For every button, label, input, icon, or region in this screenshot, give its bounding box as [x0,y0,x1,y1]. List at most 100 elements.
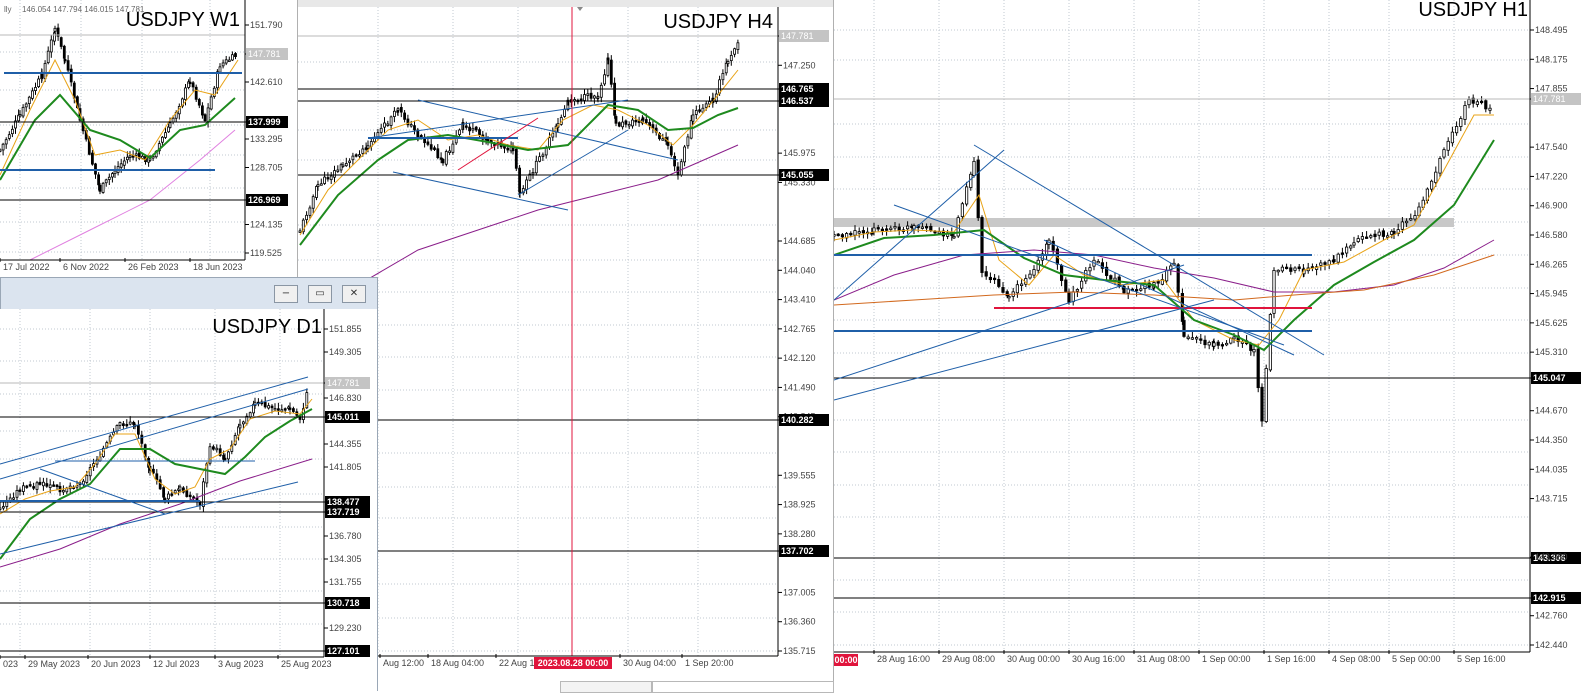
chart-d1-canvas[interactable]: USDJPY D1 151.855 149.305 147.781 146.830 14… [0,309,376,691]
candle [691,114,695,122]
candle [270,405,274,409]
candle [184,87,187,100]
trend-line [834,149,1005,301]
price-level-label: 137.719 [327,507,360,517]
candle [283,408,287,411]
candle [21,106,25,117]
price-tick-label: 146.900 [1535,201,1568,211]
price-tick-label: 141.490 [783,382,816,392]
h4-top-strip [298,0,833,7]
candle [361,148,365,154]
candle [1122,286,1126,294]
candle [579,98,583,101]
price-level-label-bg [325,411,370,423]
price-level-label: 137.999 [248,117,281,127]
candle [1190,337,1195,340]
candle [1405,220,1409,224]
candle [433,147,436,150]
close-button[interactable]: ✕ [342,285,366,303]
price-tick-label: 142.120 [783,353,816,363]
price-tick-label: 142.765 [783,324,816,334]
candle [379,127,383,133]
candle [203,114,207,122]
current-price-label-bg [325,377,370,389]
candle [85,474,89,483]
candle [305,392,309,409]
chart-w1-canvas[interactable]: lly 146.054 147.794 146.015 147.781 USDJ… [0,0,297,275]
candle [1252,349,1256,353]
chart-window-h4[interactable]: USDJPY H4 147.781 147.250 146.765 146.537 14… [297,0,833,691]
candle [118,422,122,426]
chart-window-w1[interactable]: lly 146.054 147.794 146.015 147.781 USDJ… [0,0,297,275]
candle [14,120,17,129]
candle [37,78,40,88]
candle [468,126,472,132]
h1-grid [834,0,1530,652]
candle [185,490,189,497]
candle [163,498,167,501]
h4-shift-marker-icon[interactable] [577,7,583,11]
price-level-label-bg [325,597,370,609]
candle [538,156,542,162]
candle [218,66,222,73]
candle [563,108,567,117]
price-tick-label: 144.035 [1535,464,1568,474]
chart-h1-canvas[interactable]: USDJPY H1 148.495148.175147.855147.78114… [834,0,1583,691]
price-tick-label: 134.305 [329,554,362,564]
candle [1349,245,1353,249]
candle [273,408,277,411]
d1-titlebar[interactable]: − ▭ ✕ [0,277,378,309]
candle [528,173,532,181]
chart-d1-area[interactable]: USDJPY D1 151.855 149.305 147.781 146.830 14… [0,309,376,691]
candle [906,225,910,230]
candle [291,408,295,412]
candle [66,60,70,71]
candle [429,144,433,150]
sheet-tab[interactable] [560,681,652,693]
candle [1475,101,1480,105]
sheet-tab[interactable] [652,681,834,693]
candle [1,143,5,151]
chart-h4-canvas[interactable]: USDJPY H4 147.781147.250146.765146.53714… [298,0,833,691]
price-level-label: 126.969 [248,195,281,205]
candle [4,139,8,145]
candle [168,122,172,128]
price-tick-label: 147.220 [1535,171,1568,181]
candle [344,163,348,167]
candle [354,154,358,157]
candle [1256,348,1260,389]
w1-chart-title: USDJPY W1 [126,9,240,31]
candle [1336,253,1340,263]
price-tick-label: 147.855 [1535,84,1568,94]
chart-window-h1[interactable]: USDJPY H1 148.495 148.175 147.855 147.781 14… [833,0,1583,691]
candle [30,90,34,99]
candle [1109,275,1113,280]
candle [1005,291,1009,297]
candle [104,179,108,184]
candle [1484,100,1488,110]
price-level-label-bg [1531,372,1581,384]
candle [1438,158,1442,174]
candle [439,157,443,160]
minimize-button[interactable]: − [274,285,298,303]
candle [348,160,351,163]
price-level-label: 130.718 [327,598,360,608]
candle [1096,261,1100,264]
candle [69,68,73,83]
candle [1459,118,1463,127]
candle [1392,230,1396,234]
candle [596,96,600,99]
candle [1207,341,1211,346]
candle [126,156,129,161]
w1-lines [0,34,245,201]
candle [849,232,853,236]
candle [1216,341,1220,346]
candle [518,167,522,193]
candle [166,493,170,500]
restore-button[interactable]: ▭ [308,285,332,303]
candle [1260,386,1264,422]
time-tick-label: 22 Aug 1 [499,658,535,668]
candle [248,412,252,418]
candle [521,188,525,194]
candle [1284,266,1289,270]
